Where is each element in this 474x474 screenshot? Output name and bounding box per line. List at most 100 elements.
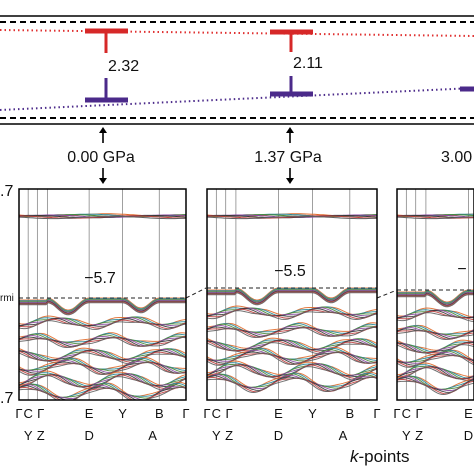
valence-band: [397, 375, 474, 390]
kpoint-label-bottom: Z: [415, 428, 423, 443]
band-lines-1: [19, 189, 186, 400]
pressure-1: 0.00 GPa: [67, 127, 135, 184]
valence-band: [397, 309, 474, 319]
valence-band: [397, 312, 474, 322]
valence-band: [397, 344, 474, 356]
kpoint-label-top: Γ: [182, 406, 189, 421]
valence-band: [397, 289, 474, 303]
pressure-label-2: 1.37 GPa: [254, 149, 322, 166]
conduction-band: [397, 214, 474, 218]
conduction-band: [19, 215, 186, 219]
panel-annotation: −5.5: [274, 263, 306, 280]
band-panels: −5.7Γ C Γ E Y B ΓY Z D A−5.5Γ C Γ E Y B ΓY Z D A−Γ C Γ EY Z D: [15, 188, 474, 443]
valence-band: [19, 320, 186, 331]
valence-band: [397, 349, 474, 363]
kpoint-label-top: C: [212, 406, 221, 421]
valence-band: [207, 342, 377, 355]
gap-bar-2: 2.11: [270, 29, 323, 97]
kpoint-label-bottom: A: [339, 428, 348, 443]
x-axis-label: k-points: [350, 447, 410, 466]
valence-band: [397, 292, 474, 306]
kpoint-label-bottom: Y: [212, 428, 221, 443]
fermi-connector: [185, 287, 398, 299]
valence-band: [19, 297, 186, 311]
valence-band: [207, 365, 377, 381]
valence-band: [397, 330, 474, 341]
valence-band: [19, 301, 186, 315]
pressure-2: 1.37 GPa: [254, 127, 322, 184]
valence-band: [19, 361, 186, 376]
kpoint-label-top: Γ: [15, 406, 22, 421]
panel-frame: [18, 188, 187, 401]
conduction-band: [207, 214, 377, 219]
valence-band: [397, 366, 474, 380]
gap-panel: 2.32 2.11: [0, 15, 474, 125]
kpoint-label-bottom: Z: [225, 428, 233, 443]
gap-value-2: 2.11: [293, 55, 323, 72]
band-panel-2: −5.5Γ C Γ E Y B ΓY Z D A: [203, 188, 381, 443]
kpoint-label-top: Γ: [203, 406, 210, 421]
conduction-band: [397, 216, 474, 220]
conduction-band: [19, 214, 186, 219]
valence-band: [207, 305, 377, 316]
conduction-band: [207, 215, 377, 219]
y-label-bottom: .7: [0, 390, 13, 407]
valence-band: [397, 291, 474, 305]
fermi-label: rmi: [0, 293, 14, 304]
valence-band: [397, 290, 474, 304]
valence-band: [19, 386, 186, 400]
panel-frame: [396, 188, 474, 401]
valence-band: [19, 300, 186, 314]
kpoint-label-top: E: [274, 406, 283, 421]
kpoint-label-top: Γ: [373, 406, 380, 421]
valence-band: [397, 294, 474, 308]
valence-band: [397, 291, 474, 305]
pressure-labels: 0.00 GPa 1.37 GPa 3.00: [67, 127, 472, 184]
conduction-band: [397, 214, 474, 219]
valence-band: [19, 299, 186, 313]
conduction-band: [397, 215, 474, 219]
valence-band: [207, 351, 377, 366]
valence-band: [397, 375, 474, 390]
valence-band: [397, 367, 474, 382]
panel-annotation: −: [457, 261, 466, 278]
valence-band: [19, 315, 186, 326]
panel-annotation: −5.7: [84, 270, 116, 287]
valence-band: [397, 362, 474, 377]
band-panel-1: −5.7Γ C Γ E Y B ΓY Z D A: [15, 188, 190, 443]
kpoint-label-bottom: D: [84, 428, 93, 443]
valence-band: [207, 376, 377, 394]
valence-band: [207, 289, 377, 303]
conduction-band: [207, 215, 377, 220]
valence-band: [397, 325, 474, 337]
valence-band: [397, 364, 474, 379]
kpoint-label-top: B: [345, 406, 354, 421]
band-lines-3: [397, 189, 474, 400]
valence-band: [19, 352, 186, 365]
pressure-label-3: 3.00: [441, 149, 472, 166]
conduction-band: [19, 215, 186, 220]
pressure-3: 3.00: [441, 149, 472, 166]
kpoint-label-top: E: [464, 406, 473, 421]
kpoint-label-top: Y: [118, 406, 127, 421]
valence-band: [397, 349, 474, 363]
x-axis-label-k: k: [350, 447, 360, 466]
gap-value-1: 2.32: [108, 58, 139, 75]
pressure-label-1: 0.00 GPa: [67, 149, 135, 166]
panel-frame: [206, 188, 378, 401]
kpoint-label-bottom: A: [148, 428, 157, 443]
kpoint-label-top: Γ: [37, 406, 44, 421]
valence-band: [397, 376, 474, 390]
valence-band: [207, 327, 377, 339]
kpoint-label-bottom: Y: [402, 428, 411, 443]
valence-band: [207, 290, 377, 304]
valence-band: [397, 380, 474, 396]
valence-band: [19, 337, 186, 349]
band-lines-2: [207, 189, 377, 400]
valence-band: [397, 307, 474, 318]
band-panel-3: − Γ C Γ E Y Z D: [393, 188, 474, 443]
kpoint-label-top: E: [85, 406, 94, 421]
lower-edge-series: [0, 87, 474, 111]
valence-band: [19, 298, 186, 312]
